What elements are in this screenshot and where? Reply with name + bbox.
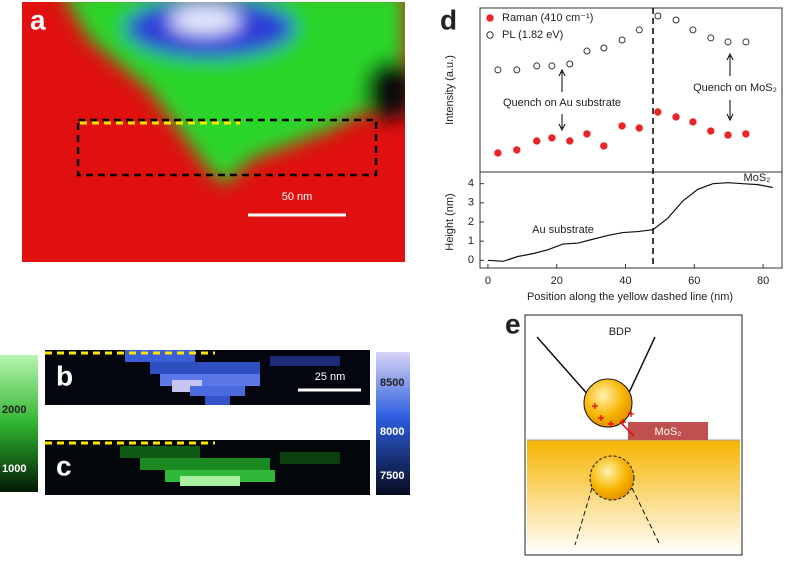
point: [742, 38, 750, 46]
pixel: [180, 476, 240, 486]
arrow-head: [558, 123, 566, 132]
annotation: Quench on MoS₂: [693, 82, 777, 94]
colorbar-tick-label: 7500: [380, 470, 404, 482]
point: [618, 36, 626, 44]
colorbar-green: [0, 355, 38, 492]
image-a: [22, 2, 405, 262]
y-axis-label: Intensity (a.u.): [444, 55, 456, 125]
pixel: [270, 356, 340, 366]
mos2-flake: [628, 422, 708, 440]
y-tick-label: 3: [468, 197, 474, 209]
point: [513, 146, 521, 154]
point: [724, 131, 732, 139]
height-line: [487, 182, 773, 262]
point: [635, 124, 643, 132]
colorbar-blue: [376, 352, 410, 495]
point: [635, 26, 643, 34]
point: [724, 38, 732, 46]
pixel: [205, 396, 230, 405]
colorbar-tick-label: 1000: [2, 463, 26, 475]
charges: [592, 403, 634, 427]
dark-region: [365, 60, 405, 120]
colorbar-tick-label: 8500: [380, 377, 404, 389]
pixel: [150, 362, 260, 374]
point: [707, 34, 715, 42]
arrow-head: [558, 68, 566, 77]
x-tick-label: 20: [551, 275, 563, 287]
annotation-arrows: [558, 52, 734, 132]
point: [494, 149, 502, 157]
image-features: [67, 2, 405, 185]
y-tick-label: 4: [468, 178, 474, 190]
y-axis-label: Height (nm): [444, 193, 456, 250]
pixel: [190, 386, 245, 396]
pixel: [280, 452, 340, 464]
annotation: MoS₂: [744, 172, 771, 184]
point: [548, 62, 556, 70]
au-substrate: [527, 440, 740, 554]
scale-bar-label: 50 nm: [282, 191, 313, 203]
point: [494, 66, 502, 74]
tip-label: BDP: [609, 326, 632, 338]
x-axis-label: Position along the yellow dashed line (n…: [527, 291, 733, 303]
point: [707, 127, 715, 135]
point: [548, 134, 556, 142]
x-tick-label: 60: [688, 275, 700, 287]
scale-bar-label: 25 nm: [315, 371, 346, 383]
flake-label: MoS₂: [655, 426, 682, 438]
pixel: [140, 458, 270, 470]
annotation: Au substrate: [532, 224, 594, 236]
image-tip-outline: [574, 487, 661, 546]
pixel: [120, 446, 200, 458]
x-tick-label: 0: [485, 275, 491, 287]
point: [654, 108, 662, 116]
image-b-pixels: [125, 350, 340, 405]
point: [533, 137, 541, 145]
point: [583, 130, 591, 138]
scan-box: [76, 118, 378, 177]
point: [566, 60, 574, 68]
plot-frame: [479, 171, 783, 269]
tip-sphere: [583, 378, 633, 428]
arrow-head: [726, 52, 734, 61]
colorbar-tick-label: 2000: [2, 404, 26, 416]
legend-marker: [486, 31, 494, 39]
white-region: [170, 6, 240, 34]
point: [618, 122, 626, 130]
point: [672, 113, 680, 121]
y-tick-label: 1: [468, 235, 474, 247]
panel-label: e: [505, 308, 521, 339]
point: [533, 62, 541, 70]
point: [742, 130, 750, 138]
point: [600, 142, 608, 150]
legend-label: PL (1.82 eV): [502, 29, 563, 41]
panel-label: d: [440, 4, 457, 35]
arrow-head: [726, 113, 734, 122]
y-tick-label: 0: [468, 254, 474, 266]
point: [583, 47, 591, 55]
annotation: Quench on Au substrate: [503, 97, 621, 109]
colorbar-tick-label: 8000: [380, 426, 404, 438]
image-c-pixels: [120, 446, 340, 486]
point: [654, 12, 662, 20]
legend-marker: [486, 14, 494, 22]
panel-label: b: [56, 360, 73, 391]
panel-label: c: [56, 450, 72, 481]
x-tick-label: 80: [757, 275, 769, 287]
point: [566, 137, 574, 145]
transfer-arrow: [621, 423, 635, 437]
y-tick-label: 2: [468, 216, 474, 228]
point: [689, 26, 697, 34]
legend-label: Raman (410 cm⁻¹): [502, 12, 593, 24]
point: [672, 16, 680, 24]
point: [600, 44, 608, 52]
point: [689, 118, 697, 126]
point: [513, 66, 521, 74]
image-sphere: [589, 455, 635, 501]
x-tick-label: 40: [619, 275, 631, 287]
panel-label: a: [30, 4, 46, 35]
tip-outline: [536, 336, 656, 398]
